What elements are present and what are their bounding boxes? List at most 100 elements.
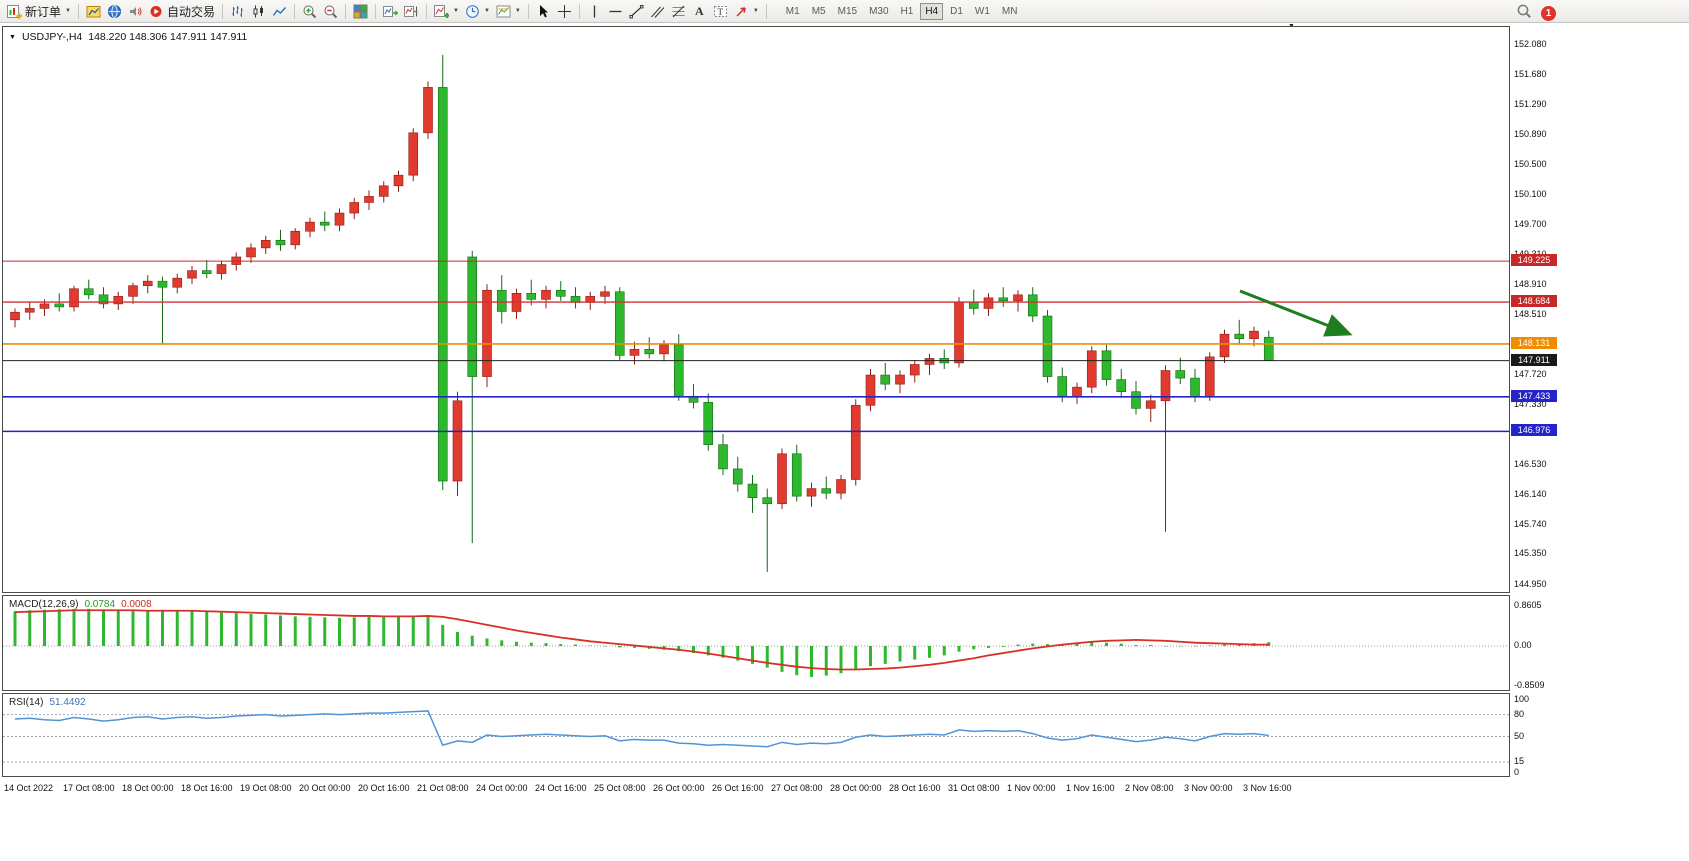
time-tick: 3 Nov 00:00 bbox=[1184, 783, 1233, 793]
new-order-label: 新订单 bbox=[25, 4, 62, 19]
price-tick: 148.510 bbox=[1514, 309, 1547, 320]
fibonacci-icon bbox=[671, 4, 686, 19]
timeframe-button-w1[interactable]: W1 bbox=[974, 5, 990, 17]
zoom-in-button[interactable] bbox=[299, 2, 320, 21]
main-chart-panel[interactable]: ▼ USDJPY-,H4 148.220 148.306 147.911 147… bbox=[2, 26, 1510, 593]
text-button[interactable]: A bbox=[689, 2, 710, 21]
toolbar-separator bbox=[425, 3, 427, 19]
text-label-icon: T bbox=[713, 4, 728, 19]
time-tick: 1 Nov 16:00 bbox=[1066, 783, 1115, 793]
timeframe-button-mn[interactable]: MN bbox=[1001, 5, 1018, 17]
chart-window-icon bbox=[86, 4, 101, 19]
fibonacci-button[interactable] bbox=[668, 2, 689, 21]
tile-windows-icon bbox=[353, 4, 368, 19]
timeframe-button-h1[interactable]: H1 bbox=[900, 5, 914, 17]
time-tick: 3 Nov 16:00 bbox=[1243, 783, 1292, 793]
toolbar-separator bbox=[344, 3, 346, 19]
tile-windows-button[interactable] bbox=[350, 2, 371, 21]
price-tick: 150.500 bbox=[1514, 158, 1547, 169]
price-axis[interactable]: 152.080 151.680 151.290 150.890 150.500 150.1… bbox=[1510, 26, 1689, 777]
alerts-button[interactable] bbox=[125, 2, 146, 21]
macd-tick: 0.8605 bbox=[1514, 599, 1542, 610]
line-chart-icon bbox=[272, 4, 287, 19]
chevron-down-icon[interactable]: ▼ bbox=[9, 33, 16, 41]
crosshair-button[interactable] bbox=[554, 2, 575, 21]
globe-icon bbox=[107, 4, 122, 19]
time-tick: 20 Oct 16:00 bbox=[358, 783, 410, 793]
auto-scroll-button[interactable] bbox=[380, 2, 401, 21]
caret-down-icon: ▼ bbox=[752, 8, 759, 14]
indicators-icon bbox=[433, 4, 449, 19]
auto-trading-button[interactable]: 自动交易 bbox=[146, 2, 218, 21]
periods-button[interactable]: ▼ bbox=[462, 2, 493, 21]
macd-panel[interactable]: MACD(12,26,9) 0.0784 0.0008 bbox=[2, 595, 1510, 691]
time-tick: 18 Oct 16:00 bbox=[181, 783, 233, 793]
candlestick-chart[interactable] bbox=[3, 27, 1509, 592]
cursor-icon bbox=[536, 4, 551, 19]
vertical-line-button[interactable] bbox=[584, 2, 605, 21]
bar-chart-button[interactable] bbox=[227, 2, 248, 21]
macd-tick: 0.00 bbox=[1514, 640, 1532, 650]
candlestick-chart-button[interactable] bbox=[248, 2, 269, 21]
macd-label: MACD(12,26,9) 0.0784 0.0008 bbox=[9, 599, 152, 610]
chart-shift-button[interactable] bbox=[401, 2, 422, 21]
time-axis[interactable]: 14 Oct 2022 17 Oct 08:00 18 Oct 00:00 18 Oc… bbox=[2, 777, 1510, 800]
time-tick: 24 Oct 00:00 bbox=[476, 783, 528, 793]
price-tick: 149.310 bbox=[1514, 249, 1547, 259]
ohlc-label: 148.220 148.306 147.911 147.911 bbox=[88, 31, 248, 43]
search-icon[interactable] bbox=[1516, 3, 1532, 24]
rsi-panel[interactable]: RSI(14) 51.4492 bbox=[2, 693, 1510, 777]
zoom-out-button[interactable] bbox=[320, 2, 341, 21]
new-order-button[interactable]: 新订单 ▼ bbox=[4, 2, 74, 21]
text-icon: A bbox=[695, 3, 704, 18]
chart-window-button[interactable] bbox=[83, 2, 104, 21]
line-chart-button[interactable] bbox=[269, 2, 290, 21]
macd-signal-value: 0.0008 bbox=[121, 599, 152, 610]
price-tick: 152.080 bbox=[1514, 39, 1547, 49]
cursor-button[interactable] bbox=[533, 2, 554, 21]
time-tick: 25 Oct 08:00 bbox=[594, 783, 646, 793]
rsi-tick: 0 bbox=[1514, 767, 1520, 777]
timeframe-button-m5[interactable]: M5 bbox=[811, 5, 826, 17]
macd-chart[interactable] bbox=[3, 596, 1509, 690]
rsi-tick: 100 bbox=[1514, 694, 1530, 704]
price-tick: 144.950 bbox=[1514, 578, 1547, 589]
price-tick: 147.330 bbox=[1514, 398, 1547, 409]
caret-down-icon: ▼ bbox=[483, 8, 490, 14]
caret-down-icon: ▼ bbox=[452, 8, 459, 14]
candlestick-icon bbox=[251, 4, 266, 19]
horizontal-line-button[interactable] bbox=[605, 2, 626, 21]
indicators-button[interactable]: ▼ bbox=[431, 2, 462, 21]
rsi-tick: 50 bbox=[1514, 730, 1525, 741]
rsi-label: RSI(14) 51.4492 bbox=[9, 697, 86, 708]
timeframe-button-h4[interactable]: H4 bbox=[920, 2, 944, 20]
macd-main-value: 0.0784 bbox=[84, 599, 116, 610]
price-tag: 148.131 bbox=[1511, 336, 1557, 349]
time-tick: 20 Oct 00:00 bbox=[299, 783, 351, 793]
toolbar-separator bbox=[293, 3, 295, 19]
rsi-chart[interactable] bbox=[3, 694, 1509, 776]
caret-down-icon: ▼ bbox=[65, 8, 71, 14]
time-tick: 18 Oct 00:00 bbox=[122, 783, 174, 793]
timeframe-button-d1[interactable]: D1 bbox=[950, 5, 963, 17]
timeframe-button-m1[interactable]: M1 bbox=[785, 5, 800, 17]
timeframe-button-m15[interactable]: M15 bbox=[837, 5, 858, 17]
market-watch-button[interactable] bbox=[104, 2, 125, 21]
rsi-value: 51.4492 bbox=[49, 697, 86, 708]
timeframe-button-m30[interactable]: M30 bbox=[869, 5, 889, 17]
text-label-button[interactable]: T bbox=[710, 2, 731, 21]
trendline-button[interactable] bbox=[626, 2, 647, 21]
templates-button[interactable]: ▼ bbox=[493, 2, 524, 21]
notification-badge[interactable]: 1 bbox=[1541, 6, 1556, 21]
macd-name: MACD(12,26,9) bbox=[9, 599, 79, 610]
time-tick: 24 Oct 16:00 bbox=[535, 783, 587, 793]
arrows-button[interactable]: ▼ bbox=[731, 2, 762, 21]
arrow-tool-icon bbox=[734, 4, 749, 19]
channel-button[interactable] bbox=[647, 2, 668, 21]
auto-trading-label: 自动交易 bbox=[166, 4, 215, 19]
price-tick: 145.740 bbox=[1514, 518, 1547, 529]
time-tick: 31 Oct 08:00 bbox=[948, 783, 1000, 793]
rsi-name: RSI(14) bbox=[9, 697, 44, 708]
crosshair-icon bbox=[557, 4, 572, 19]
toolbar-right: 1 bbox=[1516, 3, 1556, 24]
